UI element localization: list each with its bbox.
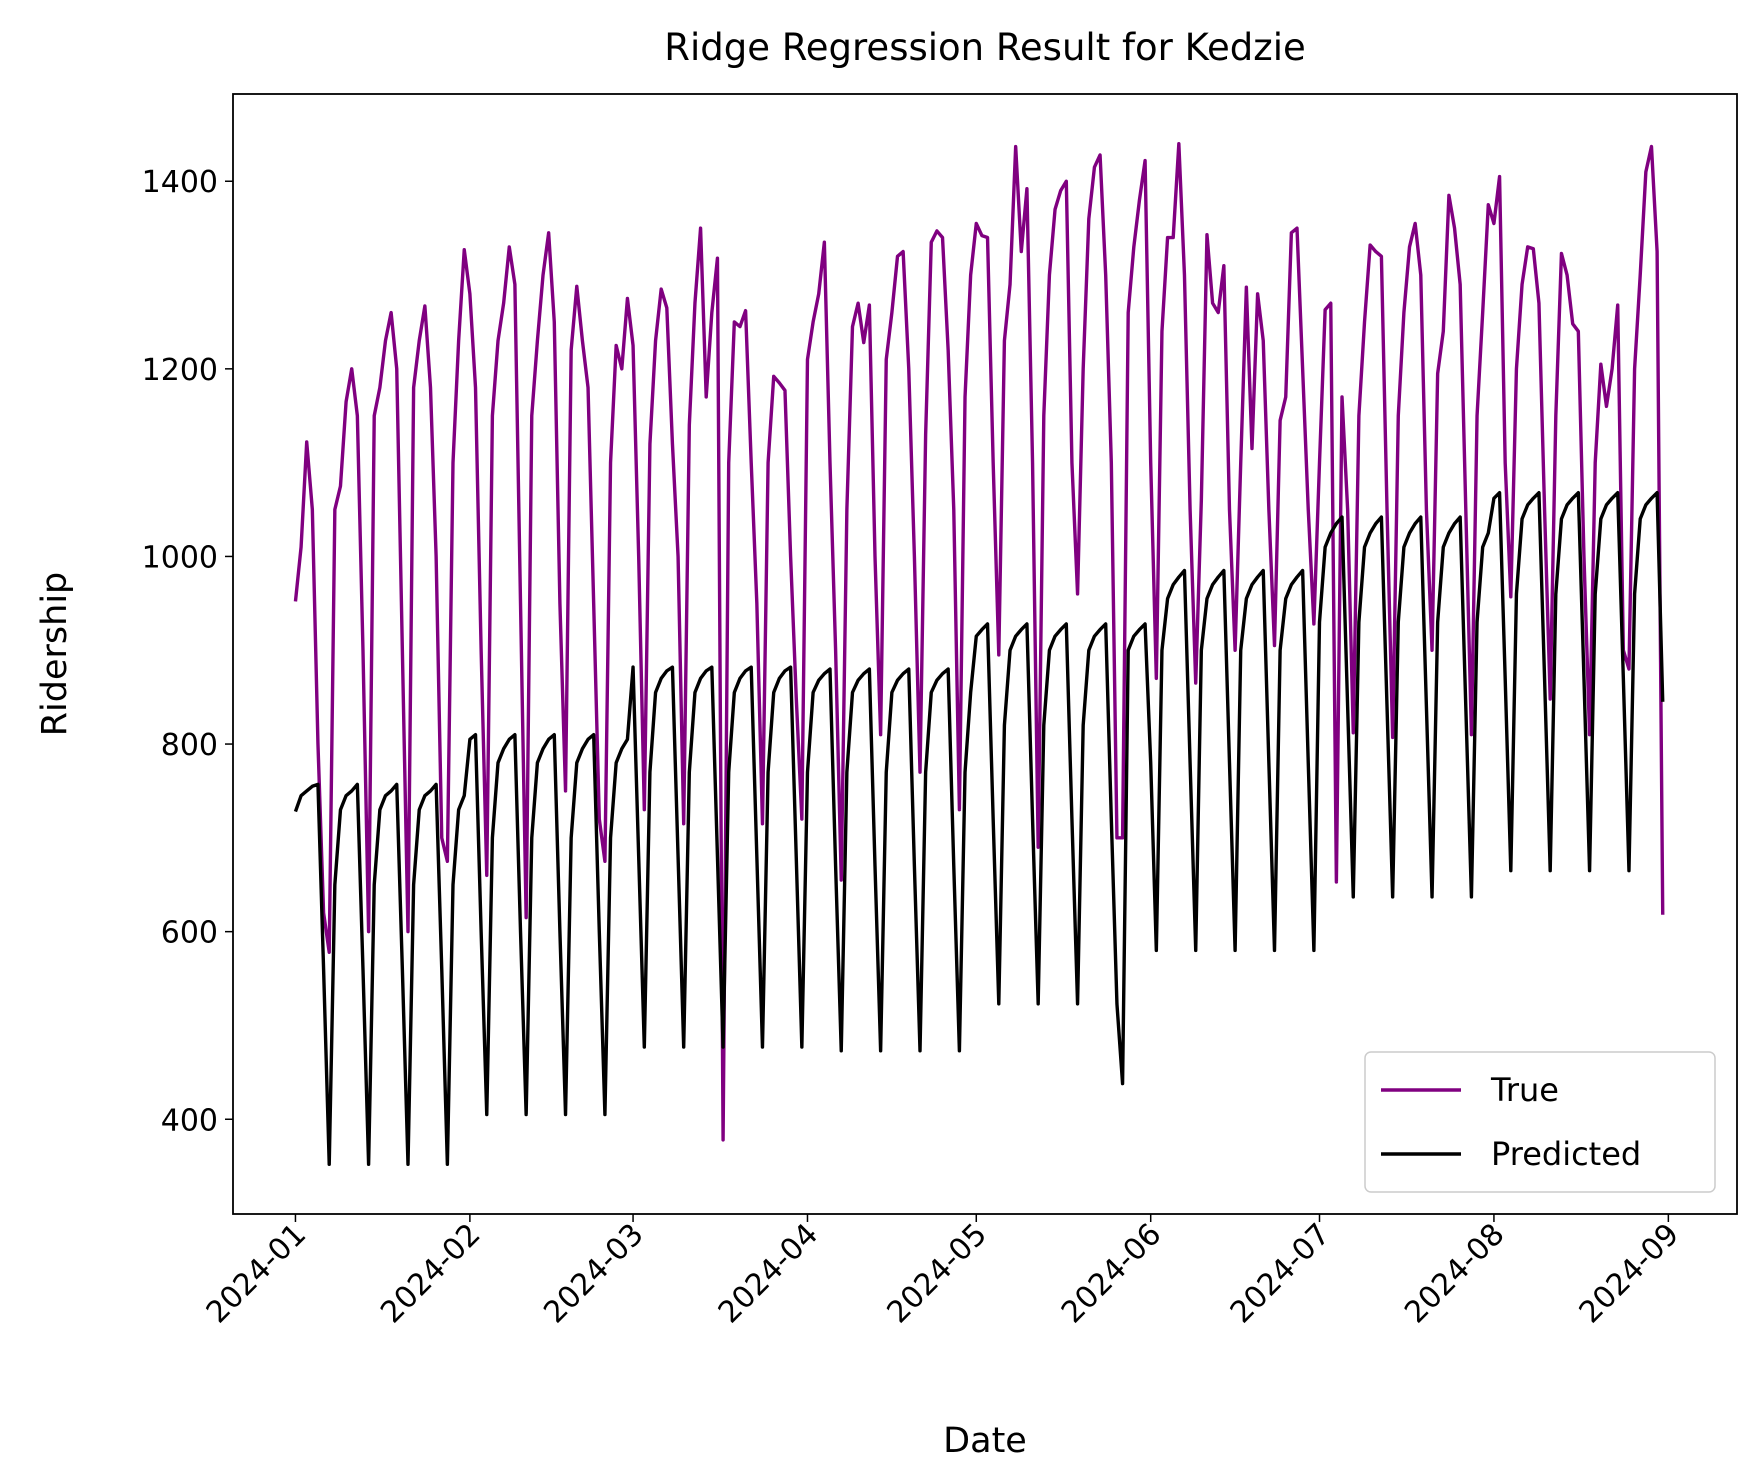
legend: True Predicted xyxy=(1364,1051,1716,1193)
chart-title: Ridge Regression Result for Kedzie xyxy=(664,26,1305,69)
x-tick-label: 2024-03 xyxy=(537,1217,650,1330)
y-tick-label: 600 xyxy=(161,916,218,951)
x-tick-label: 2024-06 xyxy=(1055,1217,1168,1330)
x-tick-label: 2024-02 xyxy=(374,1217,487,1330)
series-line xyxy=(293,490,1665,1166)
y-axis-label: Ridership xyxy=(35,572,75,737)
y-tick-label: 800 xyxy=(161,728,218,763)
y-tick-label: 1400 xyxy=(142,165,218,200)
y-tick-label: 1200 xyxy=(142,353,218,388)
y-tick-label: 400 xyxy=(161,1103,218,1138)
x-tick-label: 2024-01 xyxy=(200,1217,313,1330)
y-tick-label: 1000 xyxy=(142,540,218,575)
x-axis-label: Date xyxy=(943,1421,1027,1461)
plot-frame xyxy=(232,93,1738,1215)
series-line xyxy=(293,142,1665,1142)
legend-label: Predicted xyxy=(1491,1135,1641,1173)
legend-label: True xyxy=(1490,1071,1559,1109)
x-tick-label: 2024-08 xyxy=(1398,1217,1511,1330)
x-tick-label: 2024-04 xyxy=(712,1217,825,1330)
x-tick-label: 2024-05 xyxy=(881,1217,994,1330)
x-tick-label: 2024-09 xyxy=(1573,1217,1686,1330)
x-tick-label: 2024-07 xyxy=(1224,1217,1337,1330)
legend-box xyxy=(1364,1051,1716,1193)
